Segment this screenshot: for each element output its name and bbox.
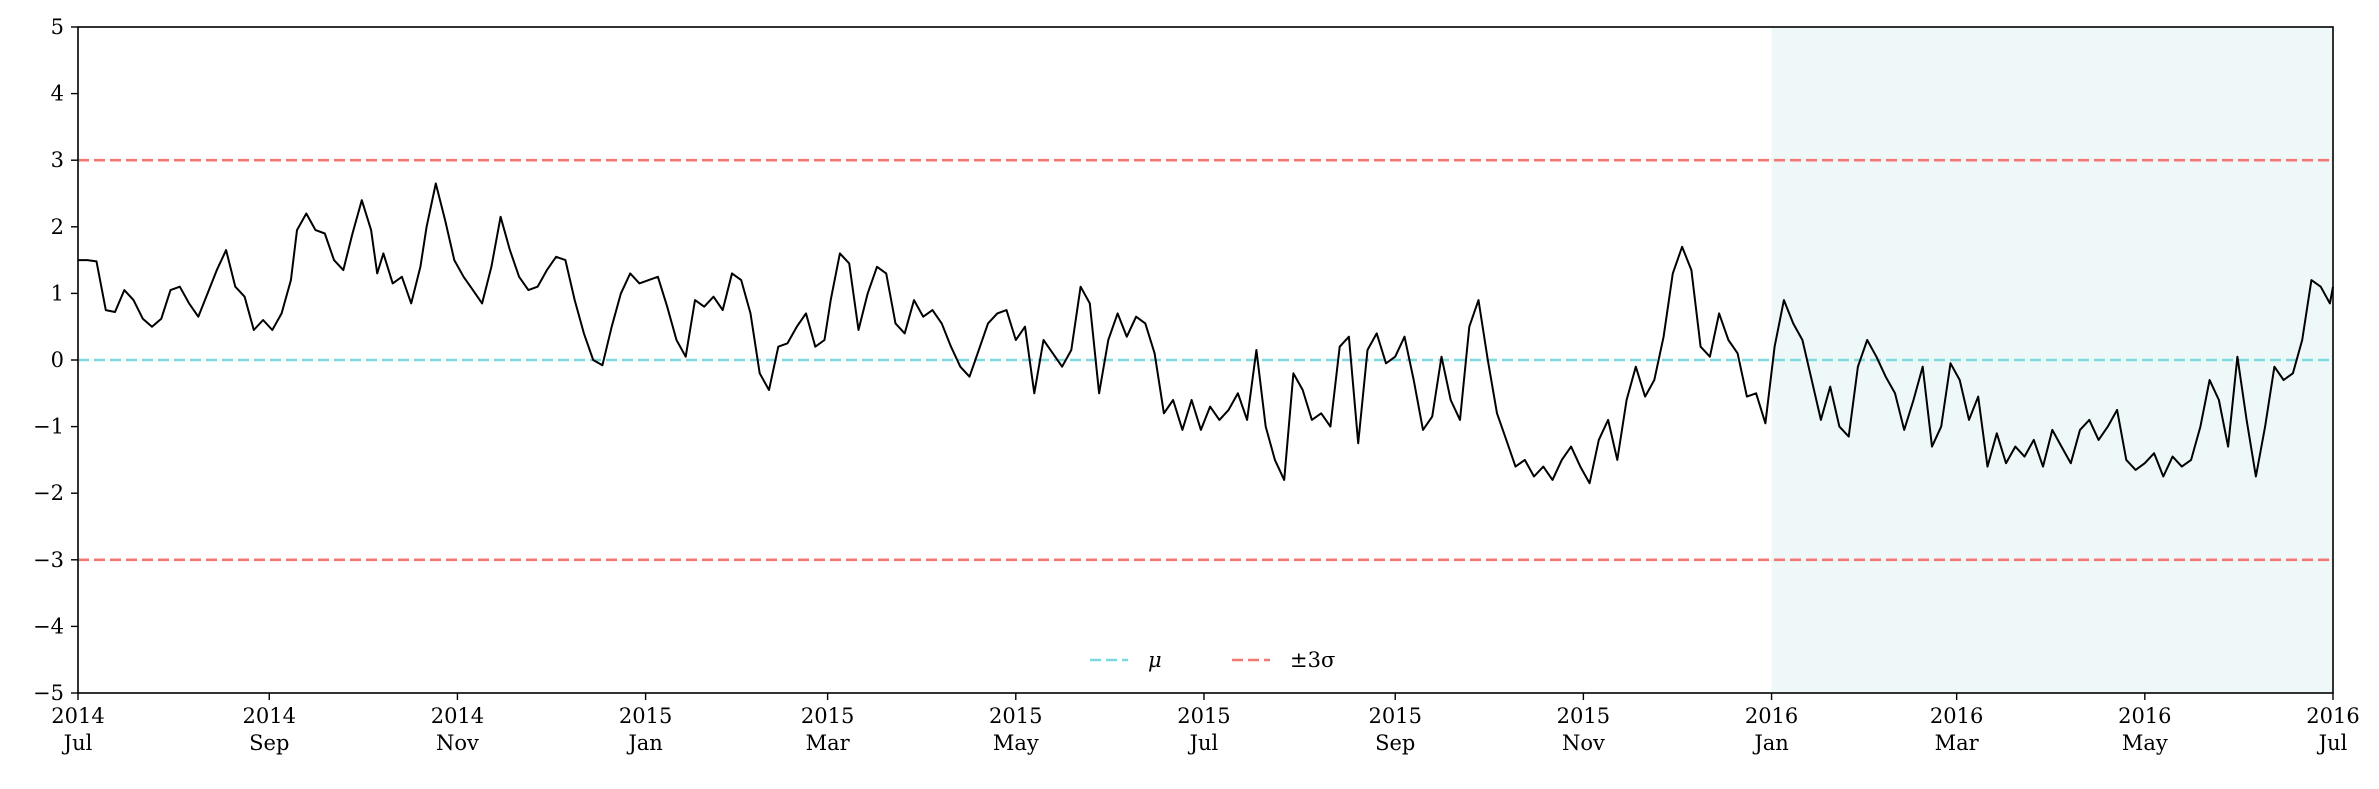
- x-tick-label-year: 2016: [1930, 704, 1983, 728]
- x-tick-label-year: 2015: [989, 704, 1042, 728]
- x-tick-label-year: 2016: [1745, 704, 1798, 728]
- x-tick-label-month: Jul: [1188, 731, 1219, 755]
- x-tick-label-month: Mar: [1935, 731, 1980, 755]
- y-tick-label: −4: [33, 614, 64, 638]
- y-tick-label: 4: [51, 82, 64, 106]
- x-tick-label-month: Jul: [2317, 731, 2348, 755]
- y-tick-label: −5: [33, 681, 64, 705]
- x-tick-label-year: 2016: [2306, 704, 2359, 728]
- x-tick-label-year: 2015: [801, 704, 854, 728]
- x-tick-label-year: 2015: [619, 704, 672, 728]
- y-tick-label: −3: [33, 548, 64, 572]
- x-tick-label-month: Jul: [62, 731, 93, 755]
- x-tick-label-year: 2015: [1368, 704, 1421, 728]
- legend-entry-sigma-label: ±3σ: [1290, 648, 1335, 672]
- y-tick-label: 0: [51, 348, 64, 372]
- x-tick-label-month: Sep: [1375, 731, 1415, 755]
- x-tick-label-year: 2014: [431, 704, 484, 728]
- x-tick-label-year: 2015: [1557, 704, 1610, 728]
- x-tick-label-month: Jan: [1752, 731, 1788, 755]
- x-tick-label-month: May: [2122, 731, 2168, 755]
- x-tick-label-month: May: [993, 731, 1039, 755]
- legend-entry-mean-label: μ: [1148, 648, 1162, 672]
- x-tick-label-year: 2014: [51, 704, 104, 728]
- y-tick-label: −2: [33, 481, 64, 505]
- y-tick-label: −1: [33, 415, 64, 439]
- x-tick-label-month: Mar: [806, 731, 851, 755]
- y-tick-label: 1: [51, 281, 64, 305]
- x-tick-label-month: Nov: [436, 731, 479, 755]
- y-tick-label: 3: [51, 148, 64, 172]
- x-tick-label-year: 2015: [1177, 704, 1230, 728]
- x-tick-label-year: 2014: [243, 704, 296, 728]
- x-tick-label-month: Nov: [1562, 731, 1605, 755]
- x-tick-label-month: Jan: [626, 731, 662, 755]
- y-tick-label: 5: [51, 15, 64, 39]
- x-tick-label-year: 2016: [2118, 704, 2171, 728]
- x-tick-label-month: Sep: [249, 731, 289, 755]
- y-tick-label: 2: [51, 215, 64, 239]
- series-line-0: [78, 182, 2334, 485]
